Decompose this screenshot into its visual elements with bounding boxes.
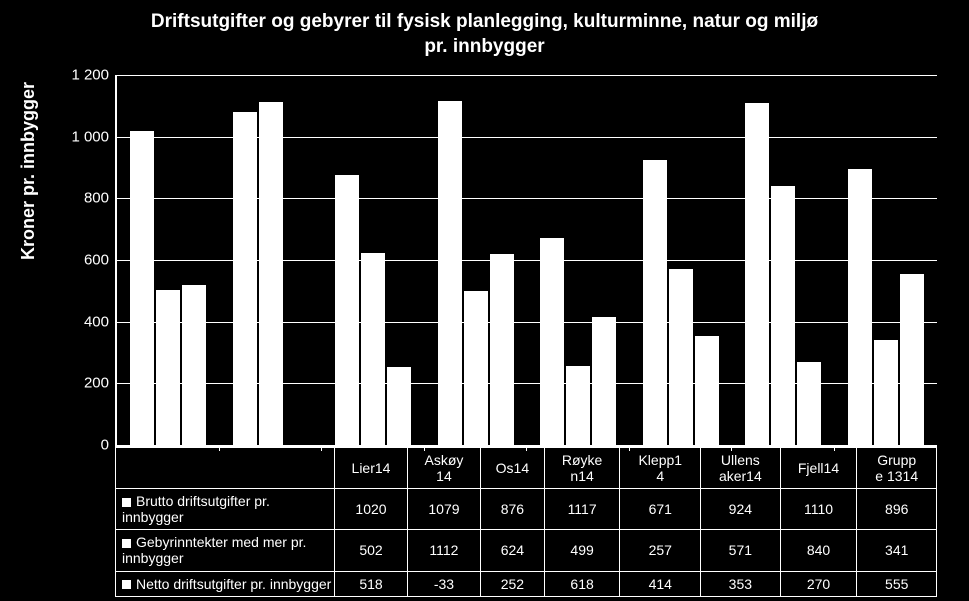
data-cell: 1117: [544, 489, 620, 530]
bar: [130, 131, 154, 446]
data-cell: 555: [857, 571, 937, 596]
bar-group: [732, 75, 835, 445]
bar: [695, 336, 719, 445]
bar: [259, 102, 283, 445]
y-tick-label: 600: [84, 252, 109, 269]
table-row: Netto driftsutgifter pr. innbygger518-33…: [116, 571, 937, 596]
y-tick-label: 800: [84, 190, 109, 207]
chart-title: Driftsutgifter og gebyrer til fysisk pla…: [0, 0, 969, 59]
category-header: Ullensaker14: [701, 448, 780, 489]
data-cell: 502: [335, 530, 408, 571]
table-row: Brutto driftsutgifter pr. innbygger10201…: [116, 489, 937, 530]
bar: [490, 254, 514, 445]
data-cell: 1112: [407, 530, 480, 571]
y-tick-label: 1 000: [71, 128, 109, 145]
bar: [464, 291, 488, 445]
y-tick-label: 0: [101, 437, 109, 454]
bar: [566, 366, 590, 445]
bar-group: [322, 75, 425, 445]
category-header: Os14: [480, 448, 544, 489]
legend-marker: [122, 539, 131, 548]
data-cell: 414: [620, 571, 701, 596]
corner-cell: [116, 448, 335, 489]
data-cell: 341: [857, 530, 937, 571]
bar: [156, 290, 180, 445]
data-cell: 270: [780, 571, 857, 596]
y-tick-label: 1 200: [71, 67, 109, 84]
bar: [669, 269, 693, 445]
bar-group: [425, 75, 528, 445]
data-cell: 671: [620, 489, 701, 530]
category-header: Gruppe 1314: [857, 448, 937, 489]
bar-group: [527, 75, 630, 445]
bar: [797, 362, 821, 445]
bar: [848, 169, 872, 445]
title-line-2: pr. innbygger: [424, 36, 544, 57]
data-cell: 924: [701, 489, 780, 530]
chart-container: Driftsutgifter og gebyrer til fysisk pla…: [0, 0, 969, 601]
y-axis-label: Kroner pr. innbygger: [18, 82, 39, 260]
bar: [182, 285, 206, 445]
series-label: Netto driftsutgifter pr. innbygger: [116, 571, 335, 596]
data-cell: 624: [480, 530, 544, 571]
data-cell: 618: [544, 571, 620, 596]
bar-group: [630, 75, 733, 445]
category-header: Lier14: [335, 448, 408, 489]
category-header: Fjell14: [780, 448, 857, 489]
data-cell: 518: [335, 571, 408, 596]
bar: [745, 103, 769, 445]
bar: [900, 274, 924, 445]
bar-group: [220, 75, 323, 445]
series-name-text: Gebyrinntekter med mer pr. innbygger: [122, 534, 306, 566]
data-cell: 571: [701, 530, 780, 571]
bar-groups: [117, 75, 937, 445]
bar: [643, 160, 667, 445]
bar: [540, 238, 564, 445]
data-cell: 252: [480, 571, 544, 596]
category-header: Røyken14: [544, 448, 620, 489]
data-table: Lier14Askøy14Os14Røyken14Klepp14Ullensak…: [115, 447, 937, 597]
bar: [361, 253, 385, 445]
series-name-text: Netto driftsutgifter pr. innbygger: [136, 576, 331, 592]
bar: [387, 367, 411, 445]
data-cell: 1020: [335, 489, 408, 530]
table-row: Gebyrinntekter med mer pr. innbygger 5021…: [116, 530, 937, 571]
bar: [438, 101, 462, 445]
bar-group: [117, 75, 220, 445]
bar: [874, 340, 898, 445]
bar: [335, 175, 359, 445]
data-cell: 257: [620, 530, 701, 571]
series-label: Gebyrinntekter med mer pr. innbygger: [116, 530, 335, 571]
data-cell: 1079: [407, 489, 480, 530]
title-line-1: Driftsutgifter og gebyrer til fysisk pla…: [151, 11, 818, 32]
bar: [592, 317, 616, 445]
y-tick-label: 400: [84, 313, 109, 330]
series-label: Brutto driftsutgifter pr. innbygger: [116, 489, 335, 530]
legend-marker: [122, 580, 131, 589]
table-header-row: Lier14Askøy14Os14Røyken14Klepp14Ullensak…: [116, 448, 937, 489]
data-cell: 499: [544, 530, 620, 571]
bar-group: [835, 75, 938, 445]
data-cell: -33: [407, 571, 480, 596]
plot-area: 02004006008001 0001 200: [115, 75, 937, 447]
category-header: Klepp14: [620, 448, 701, 489]
y-tick-label: 200: [84, 375, 109, 392]
bar: [771, 186, 795, 445]
data-cell: 840: [780, 530, 857, 571]
data-cell: 353: [701, 571, 780, 596]
data-cell: 1110: [780, 489, 857, 530]
category-header: Askøy14: [407, 448, 480, 489]
series-name-text: Brutto driftsutgifter pr. innbygger: [122, 493, 270, 525]
data-cell: 896: [857, 489, 937, 530]
legend-marker: [122, 498, 131, 507]
bar: [233, 112, 257, 445]
data-cell: 876: [480, 489, 544, 530]
